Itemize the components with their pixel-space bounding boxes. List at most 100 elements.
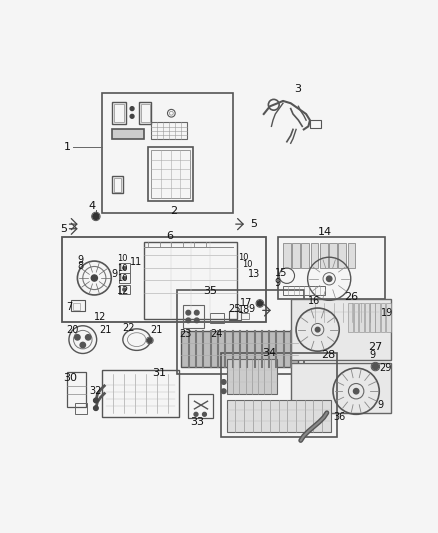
Text: 23: 23 xyxy=(179,329,191,339)
Text: 31: 31 xyxy=(152,368,166,378)
Circle shape xyxy=(75,335,80,340)
Text: 26: 26 xyxy=(345,292,359,302)
Circle shape xyxy=(130,115,134,118)
Circle shape xyxy=(130,107,134,110)
Text: 1: 1 xyxy=(64,142,71,152)
Bar xyxy=(339,244,346,268)
Circle shape xyxy=(194,318,199,322)
Text: 14: 14 xyxy=(318,227,332,237)
Bar xyxy=(67,372,86,407)
Text: 10: 10 xyxy=(242,261,253,269)
Circle shape xyxy=(202,413,206,416)
Bar xyxy=(241,313,249,319)
Bar xyxy=(381,303,385,332)
Bar xyxy=(364,303,369,332)
Circle shape xyxy=(186,318,191,322)
Text: 3: 3 xyxy=(294,84,301,94)
Bar xyxy=(291,299,391,360)
Bar xyxy=(119,273,130,282)
Bar xyxy=(102,93,233,213)
Bar xyxy=(329,244,337,268)
Circle shape xyxy=(123,266,126,270)
Bar xyxy=(71,301,85,311)
Text: 9: 9 xyxy=(378,400,384,410)
Bar xyxy=(73,303,81,310)
Text: 5: 5 xyxy=(60,224,67,234)
Bar xyxy=(227,359,277,393)
Text: 4: 4 xyxy=(88,201,95,212)
Bar xyxy=(370,303,374,332)
Bar xyxy=(148,147,193,201)
Bar xyxy=(283,286,325,295)
Text: 9: 9 xyxy=(111,269,117,279)
Bar xyxy=(348,244,355,268)
Bar xyxy=(320,244,328,268)
Bar xyxy=(119,263,130,273)
Bar xyxy=(278,237,385,299)
Bar xyxy=(221,353,337,438)
Text: 11: 11 xyxy=(130,257,142,267)
Bar xyxy=(292,244,300,268)
Circle shape xyxy=(94,406,98,410)
Text: 20: 20 xyxy=(67,325,79,335)
Text: 10: 10 xyxy=(117,273,128,282)
Text: 12: 12 xyxy=(117,286,130,296)
Bar xyxy=(102,370,179,417)
Text: 18: 18 xyxy=(238,305,250,316)
Text: 22: 22 xyxy=(122,323,134,333)
Circle shape xyxy=(93,213,99,220)
Bar xyxy=(354,303,358,332)
Bar xyxy=(141,104,150,123)
Circle shape xyxy=(257,301,263,306)
Circle shape xyxy=(194,413,198,416)
Circle shape xyxy=(221,379,226,384)
Bar xyxy=(151,150,190,198)
Circle shape xyxy=(353,389,359,394)
Bar xyxy=(283,244,291,268)
Text: 34: 34 xyxy=(262,348,276,358)
Text: 9: 9 xyxy=(275,278,281,288)
Bar xyxy=(139,102,151,124)
Bar xyxy=(359,303,364,332)
Bar xyxy=(62,237,266,322)
Text: 15: 15 xyxy=(275,268,287,278)
Circle shape xyxy=(326,276,332,281)
Text: 33: 33 xyxy=(191,417,205,427)
Circle shape xyxy=(221,389,226,393)
Text: 9: 9 xyxy=(248,304,254,314)
Bar xyxy=(386,303,391,332)
Bar xyxy=(112,128,145,140)
Text: 6: 6 xyxy=(166,231,173,241)
Text: 10: 10 xyxy=(117,263,128,272)
Bar xyxy=(349,303,353,332)
Text: 28: 28 xyxy=(321,350,336,360)
Bar xyxy=(75,403,88,414)
Text: 19: 19 xyxy=(381,308,393,318)
Text: 5: 5 xyxy=(250,219,257,229)
Text: 9: 9 xyxy=(78,255,84,265)
Circle shape xyxy=(372,364,378,370)
Circle shape xyxy=(91,275,97,281)
Text: 29: 29 xyxy=(379,363,392,373)
Bar xyxy=(112,176,123,193)
Circle shape xyxy=(186,310,191,315)
Circle shape xyxy=(94,398,98,403)
Text: 7: 7 xyxy=(67,302,73,311)
Bar xyxy=(145,242,237,319)
Bar xyxy=(188,393,213,418)
Text: 21: 21 xyxy=(99,325,111,335)
Bar xyxy=(311,244,318,268)
Circle shape xyxy=(194,310,199,315)
Bar xyxy=(183,305,205,328)
Bar xyxy=(229,311,241,320)
Text: 35: 35 xyxy=(204,286,218,296)
Bar xyxy=(291,363,391,413)
Text: 25: 25 xyxy=(228,304,241,314)
Text: 21: 21 xyxy=(150,325,162,335)
Bar xyxy=(310,120,321,128)
Text: 8: 8 xyxy=(78,262,84,271)
Text: 2: 2 xyxy=(170,206,177,216)
Bar xyxy=(151,123,187,140)
Circle shape xyxy=(123,288,126,291)
Text: 36: 36 xyxy=(333,411,345,422)
